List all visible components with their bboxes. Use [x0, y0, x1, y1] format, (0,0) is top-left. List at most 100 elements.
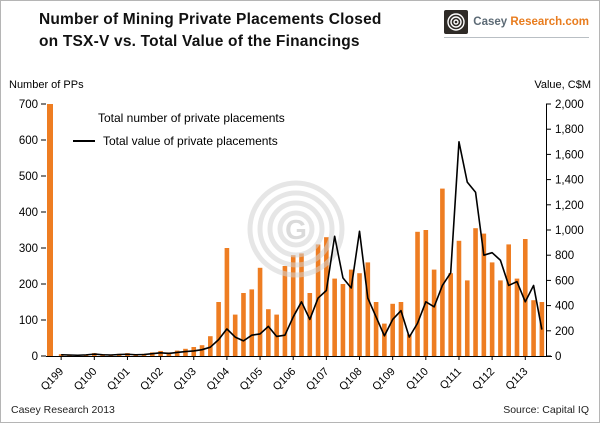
legend-bar-label: Total number of private placements	[98, 111, 285, 125]
right-tick-label: 2,000	[555, 99, 584, 111]
brand-right: Research.com	[510, 16, 589, 28]
bar	[464, 280, 470, 356]
right-tick-label: 200	[555, 326, 574, 338]
left-accent-stripe	[47, 104, 53, 356]
bar	[299, 253, 304, 356]
left-tick-label: 300	[19, 243, 38, 255]
right-tick-label: 400	[555, 301, 574, 313]
bar	[232, 314, 238, 356]
right-tick-label: 0	[555, 351, 561, 363]
x-tick-label: Q106	[271, 366, 299, 394]
left-tick-label: 200	[19, 279, 38, 291]
bar	[481, 233, 487, 356]
x-tick-label: Q100	[72, 366, 100, 394]
watermark-spiral-icon	[267, 200, 325, 258]
bar	[415, 231, 420, 356]
bar	[266, 309, 271, 356]
left-tick-label: 0	[32, 351, 38, 363]
value-line	[61, 141, 543, 357]
page-title-line2: on TSX-V vs. Total Value of the Financin…	[39, 33, 360, 50]
x-tick-label: Q107	[304, 366, 332, 394]
bar	[506, 244, 511, 356]
x-tick-label: Q110	[404, 366, 431, 393]
bar	[398, 302, 404, 356]
bar	[340, 284, 346, 356]
bar	[216, 302, 221, 356]
x-tick-label: Q111	[438, 366, 464, 392]
right-tick-label: 1,600	[555, 149, 584, 161]
bar	[431, 269, 437, 356]
watermark-spiral-icon	[277, 210, 315, 248]
chart-legend: Total number of private placements Total…	[73, 111, 285, 148]
right-tick-label: 800	[555, 250, 574, 262]
page-title-line1: Number of Mining Private Placements Clos…	[39, 11, 382, 28]
left-tick-label: 100	[19, 315, 38, 327]
bar	[348, 269, 354, 356]
casey-research-wordmark: Casey Research.com	[473, 16, 589, 28]
bar	[456, 240, 462, 356]
watermark-spiral-icon	[247, 180, 345, 278]
bar	[423, 230, 429, 356]
footer-copyright: Casey Research 2013	[11, 404, 115, 416]
x-tick-label: Q102	[138, 366, 166, 394]
bar	[514, 278, 520, 356]
x-tick-label: Q103	[171, 366, 199, 394]
legend-line-label: Total value of private placements	[103, 134, 278, 148]
x-tick-label: Q104	[205, 366, 233, 394]
bar	[290, 255, 296, 356]
bar	[357, 273, 362, 356]
legend-item-bars: Total number of private placements	[73, 111, 285, 125]
casey-spiral-icon	[444, 10, 469, 34]
watermark-spiral-icon	[257, 190, 335, 268]
bar	[489, 262, 495, 356]
right-tick-label: 600	[555, 275, 574, 287]
left-tick-label: 700	[19, 99, 38, 111]
x-tick-label: Q113	[503, 366, 530, 393]
left-tick-label: 600	[19, 135, 38, 147]
watermark-letter: G	[285, 214, 307, 245]
x-tick-label: Q112	[470, 366, 497, 393]
bar	[199, 345, 205, 356]
left-tick-label: 400	[19, 207, 38, 219]
bar	[531, 300, 536, 356]
x-tick-label: Q108	[337, 366, 365, 394]
casey-research-logo[interactable]: Casey Research.com	[444, 10, 589, 38]
bar	[282, 266, 288, 356]
bar	[373, 302, 379, 356]
bar	[174, 350, 180, 356]
right-tick-label: 1,400	[555, 175, 584, 187]
x-tick-label: Q199	[39, 366, 67, 394]
right-tick-label: 1,000	[555, 225, 584, 237]
left-axis-caption: Number of PPs	[9, 79, 84, 91]
page-title: Number of Mining Private Placements Clos…	[39, 9, 382, 53]
bar	[183, 348, 188, 356]
bar	[498, 280, 503, 356]
footer-source: Source: Capital IQ	[503, 404, 589, 416]
right-axis-caption: Value, C$M	[534, 79, 591, 91]
bar	[241, 293, 246, 356]
bar	[365, 262, 371, 356]
legend-item-line: Total value of private placements	[73, 134, 285, 148]
right-tick-label: 1,200	[555, 200, 584, 212]
legend-bar-swatch	[73, 113, 90, 124]
bar	[448, 273, 453, 356]
bar	[390, 303, 395, 356]
left-tick-label: 500	[19, 171, 38, 183]
bar	[249, 289, 255, 356]
bar	[257, 267, 263, 356]
bar	[307, 293, 313, 356]
bar	[406, 334, 412, 356]
x-tick-label: Q101	[105, 366, 133, 394]
brand-left: Casey	[473, 16, 508, 28]
right-tick-label: 1,800	[555, 124, 584, 136]
bar	[382, 323, 387, 356]
x-tick-label: Q105	[238, 366, 266, 394]
x-tick-label: Q109	[370, 366, 398, 394]
bar	[324, 237, 329, 356]
legend-line-swatch	[73, 140, 95, 142]
bar	[440, 188, 445, 356]
bar	[473, 228, 478, 356]
bar	[332, 278, 337, 356]
